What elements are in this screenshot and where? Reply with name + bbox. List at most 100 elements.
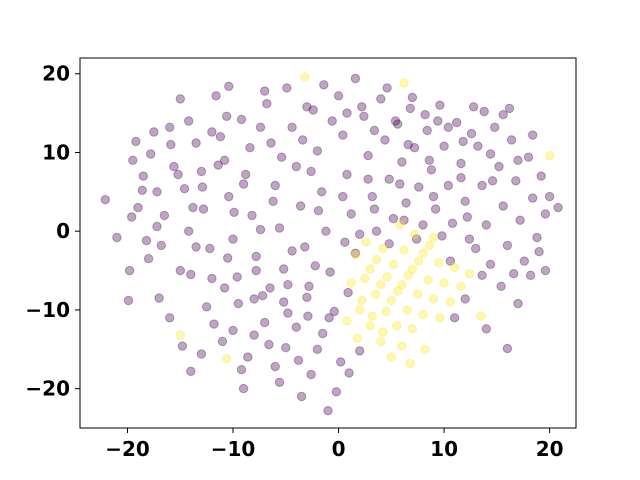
- data-point-series-0-142: [255, 224, 266, 235]
- data-point-series-1-24: [350, 250, 361, 260]
- data-point-series-0-192: [298, 135, 308, 145]
- data-point-series-0-218: [407, 92, 418, 103]
- data-point-series-0-172: [245, 143, 255, 153]
- data-point-series-0-145: [166, 139, 176, 150]
- data-point-series-0-19: [196, 166, 207, 177]
- data-point-series-0-54: [350, 248, 361, 258]
- data-point-series-0-53: [346, 209, 356, 219]
- data-point-series-0-183: [462, 212, 472, 222]
- data-point-series-0-202: [331, 387, 342, 397]
- data-point-series-1-0: [175, 330, 186, 340]
- data-point-series-0-223: [224, 81, 234, 92]
- data-point-series-0-0: [100, 195, 111, 205]
- data-point-series-0-95: [523, 152, 534, 162]
- data-point-series-0-93: [515, 215, 525, 225]
- data-point-series-0-7: [138, 171, 149, 181]
- data-point-series-0-25: [224, 191, 234, 202]
- data-point-series-0-43: [304, 281, 314, 291]
- data-point-series-1-22: [423, 275, 433, 285]
- data-point-series-1-4: [544, 150, 555, 161]
- data-point-series-0-173: [213, 160, 223, 170]
- data-point-series-1-50: [435, 313, 445, 323]
- data-point-series-1-42: [409, 229, 420, 240]
- data-point-series-0-208: [411, 234, 422, 244]
- data-point-series-0-12: [165, 122, 175, 133]
- data-point-series-0-181: [399, 215, 409, 225]
- data-point-series-0-167: [395, 179, 405, 189]
- data-point-series-0-119: [154, 293, 164, 303]
- data-point-series-0-112: [217, 336, 228, 347]
- data-point-series-1-37: [418, 248, 428, 258]
- data-point-series-0-45: [312, 146, 323, 156]
- data-point-series-0-194: [238, 179, 249, 189]
- data-point-series-0-158: [498, 110, 508, 120]
- data-point-series-0-28: [236, 114, 247, 125]
- data-point-series-0-153: [350, 73, 361, 84]
- data-point-series-0-155: [403, 139, 413, 150]
- data-point-series-0-143: [229, 207, 239, 218]
- data-point-series-1-33: [376, 280, 386, 290]
- data-point-series-0-101: [540, 265, 551, 276]
- data-point-series-0-124: [291, 322, 301, 332]
- data-point-series-0-88: [494, 161, 504, 172]
- data-point-series-1-31: [424, 240, 434, 251]
- data-point-series-1-28: [393, 286, 403, 296]
- data-point-series-1-34: [386, 295, 396, 306]
- data-point-series-0-77: [447, 218, 458, 229]
- x-axis-ticks: −20 −10 0 10 20: [105, 428, 564, 461]
- data-point-series-0-170: [306, 166, 316, 177]
- data-point-series-0-191: [327, 116, 337, 126]
- data-point-series-0-69: [414, 182, 424, 192]
- data-point-series-1-5: [476, 311, 486, 321]
- data-point-series-0-67: [405, 103, 415, 114]
- data-point-series-0-61: [380, 135, 390, 145]
- data-point-series-0-70: [418, 220, 428, 230]
- data-point-series-0-150: [255, 122, 266, 133]
- data-point-series-0-17: [186, 269, 196, 280]
- data-point-series-0-5: [128, 155, 138, 166]
- data-point-series-0-195: [207, 127, 217, 137]
- data-point-series-1-18: [381, 306, 391, 317]
- data-point-series-0-207: [249, 294, 259, 304]
- data-point-series-0-71: [422, 125, 432, 136]
- data-point-series-0-92: [511, 176, 521, 186]
- data-point-series-0-147: [146, 149, 156, 159]
- data-point-series-0-134: [243, 352, 253, 362]
- data-point-series-1-39: [378, 243, 388, 254]
- data-point-series-0-136: [306, 369, 316, 380]
- data-point-series-0-27: [232, 272, 242, 282]
- data-point-series-0-26: [228, 234, 238, 244]
- data-point-series-0-33: [262, 99, 272, 109]
- data-point-series-1-16: [360, 273, 370, 284]
- data-point-series-0-139: [287, 246, 297, 256]
- data-point-series-0-219: [382, 83, 392, 93]
- data-point-series-0-31: [251, 251, 261, 262]
- data-point-series-0-190: [357, 102, 367, 112]
- data-point-series-0-80: [460, 196, 470, 207]
- data-point-series-0-52: [342, 169, 352, 180]
- data-point-series-1-40: [388, 259, 399, 269]
- data-point-series-0-174: [188, 202, 198, 213]
- data-point-series-0-148: [184, 116, 194, 126]
- data-point-series-0-204: [228, 325, 238, 336]
- data-point-series-1-23: [434, 258, 444, 268]
- data-point-series-0-40: [291, 161, 301, 172]
- data-point-series-0-106: [449, 313, 460, 323]
- data-point-series-0-110: [238, 383, 249, 394]
- data-point-series-0-38: [283, 308, 293, 318]
- data-point-series-1-32: [365, 264, 375, 274]
- data-point-series-1-29: [403, 270, 413, 280]
- x-tick-label: 0: [332, 437, 346, 461]
- data-point-series-0-163: [471, 243, 481, 254]
- data-point-series-0-201: [293, 355, 304, 365]
- data-point-series-0-109: [186, 366, 196, 376]
- data-point-series-0-179: [340, 237, 350, 247]
- data-point-series-0-41: [295, 201, 306, 211]
- data-point-series-0-125: [318, 328, 328, 339]
- data-point-series-0-213: [509, 269, 519, 279]
- data-point-series-1-47: [346, 278, 356, 288]
- data-point-series-0-168: [363, 174, 373, 184]
- data-point-series-0-29: [241, 169, 251, 180]
- data-point-series-1-53: [464, 269, 475, 279]
